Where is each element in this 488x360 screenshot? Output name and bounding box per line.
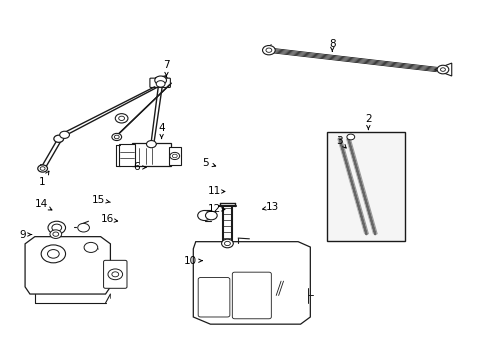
- Text: 16: 16: [100, 215, 118, 224]
- Circle shape: [156, 81, 164, 87]
- FancyBboxPatch shape: [232, 272, 271, 319]
- Circle shape: [114, 135, 119, 139]
- Text: 11: 11: [207, 186, 224, 197]
- FancyBboxPatch shape: [132, 143, 170, 166]
- Circle shape: [38, 165, 47, 172]
- Circle shape: [52, 224, 61, 231]
- Text: 4: 4: [158, 123, 164, 139]
- Text: 5: 5: [202, 158, 215, 168]
- Circle shape: [265, 48, 271, 52]
- Circle shape: [78, 224, 89, 232]
- Text: 10: 10: [183, 256, 202, 266]
- Polygon shape: [25, 237, 110, 294]
- Circle shape: [47, 249, 59, 258]
- Text: 1: 1: [39, 171, 49, 187]
- Circle shape: [169, 152, 179, 159]
- Circle shape: [221, 239, 233, 248]
- Text: 15: 15: [91, 195, 110, 205]
- Text: 2: 2: [365, 114, 371, 130]
- Circle shape: [155, 76, 166, 85]
- Circle shape: [224, 241, 230, 246]
- FancyBboxPatch shape: [150, 78, 170, 87]
- FancyBboxPatch shape: [198, 278, 229, 317]
- Circle shape: [262, 45, 275, 55]
- Circle shape: [346, 134, 354, 140]
- Circle shape: [41, 245, 65, 263]
- Circle shape: [440, 68, 445, 71]
- Text: 13: 13: [262, 202, 279, 212]
- FancyBboxPatch shape: [103, 260, 127, 288]
- Polygon shape: [434, 63, 451, 76]
- FancyBboxPatch shape: [168, 147, 180, 165]
- Circle shape: [48, 221, 65, 234]
- Circle shape: [112, 272, 119, 277]
- Circle shape: [112, 134, 122, 140]
- Circle shape: [172, 154, 177, 158]
- Circle shape: [197, 211, 211, 221]
- Text: 9: 9: [20, 230, 32, 239]
- Text: 6: 6: [133, 162, 145, 172]
- Circle shape: [108, 269, 122, 280]
- Circle shape: [40, 167, 45, 170]
- Circle shape: [60, 131, 69, 138]
- Circle shape: [53, 232, 59, 236]
- Circle shape: [119, 116, 124, 121]
- Circle shape: [54, 135, 63, 142]
- Bar: [327, 132, 405, 241]
- Polygon shape: [193, 242, 310, 324]
- Text: 8: 8: [328, 39, 335, 51]
- Circle shape: [146, 140, 156, 148]
- Text: 3: 3: [336, 136, 346, 148]
- Text: 12: 12: [207, 204, 224, 215]
- Circle shape: [205, 211, 217, 220]
- Circle shape: [115, 114, 128, 123]
- Circle shape: [436, 65, 448, 74]
- FancyBboxPatch shape: [119, 144, 135, 166]
- Text: 7: 7: [163, 60, 169, 76]
- Circle shape: [50, 230, 61, 238]
- Text: 14: 14: [35, 199, 52, 210]
- Circle shape: [84, 242, 98, 252]
